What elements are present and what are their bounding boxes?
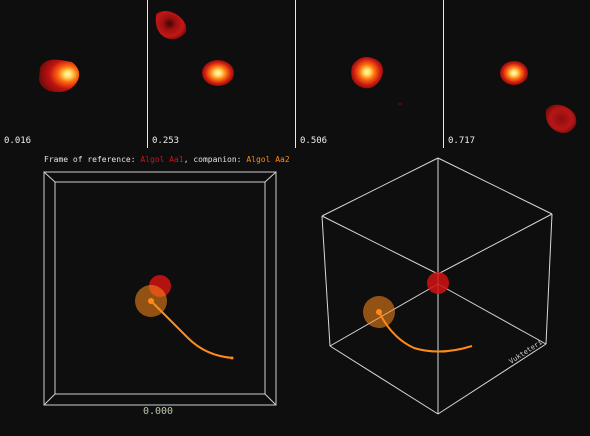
cube-axis-label: Vukteteri bbox=[508, 338, 544, 365]
reference-prefix: Frame of reference: bbox=[44, 155, 141, 164]
panel-divider bbox=[443, 0, 444, 148]
primary-star-3d bbox=[427, 272, 449, 294]
time-readout: 0.000 bbox=[142, 406, 174, 417]
blob-image-3 bbox=[351, 57, 402, 106]
image-panel-4: 0.717 bbox=[444, 0, 590, 148]
image-panel-3: 0.506 bbox=[296, 0, 443, 148]
image-panel-2: 0.253 bbox=[148, 0, 295, 148]
phase-label: 0.506 bbox=[300, 136, 328, 146]
panel-divider bbox=[295, 0, 296, 148]
frame-of-reference-caption: Frame of reference: Algol Aa1, companion… bbox=[44, 155, 290, 164]
blob-image-1 bbox=[39, 59, 80, 92]
blob-image-2 bbox=[155, 11, 234, 86]
companion-orbit-trail-3d bbox=[378, 311, 473, 353]
companion-orbit-trail bbox=[150, 300, 234, 359]
view-frame-outer bbox=[43, 171, 277, 406]
companion-star-name: Algol Aa2 bbox=[246, 155, 290, 164]
phase-label: 0.717 bbox=[448, 136, 476, 146]
cube-3d-view[interactable]: Vukteteri bbox=[321, 157, 553, 415]
face-on-view[interactable] bbox=[43, 171, 277, 406]
phase-label: 0.016 bbox=[4, 136, 32, 146]
image-panel-1: 0.016 bbox=[0, 0, 147, 148]
view-frame-inner bbox=[54, 181, 266, 395]
primary-star-name: Algol Aa1 bbox=[140, 155, 184, 164]
phase-label: 0.253 bbox=[152, 136, 180, 146]
companion-marker-3d bbox=[376, 309, 382, 315]
reference-mid: , companion: bbox=[183, 155, 247, 164]
cube-edge bbox=[321, 157, 439, 217]
companion-marker bbox=[148, 298, 154, 304]
blob-image-4 bbox=[500, 61, 577, 133]
panel-divider bbox=[147, 0, 148, 148]
